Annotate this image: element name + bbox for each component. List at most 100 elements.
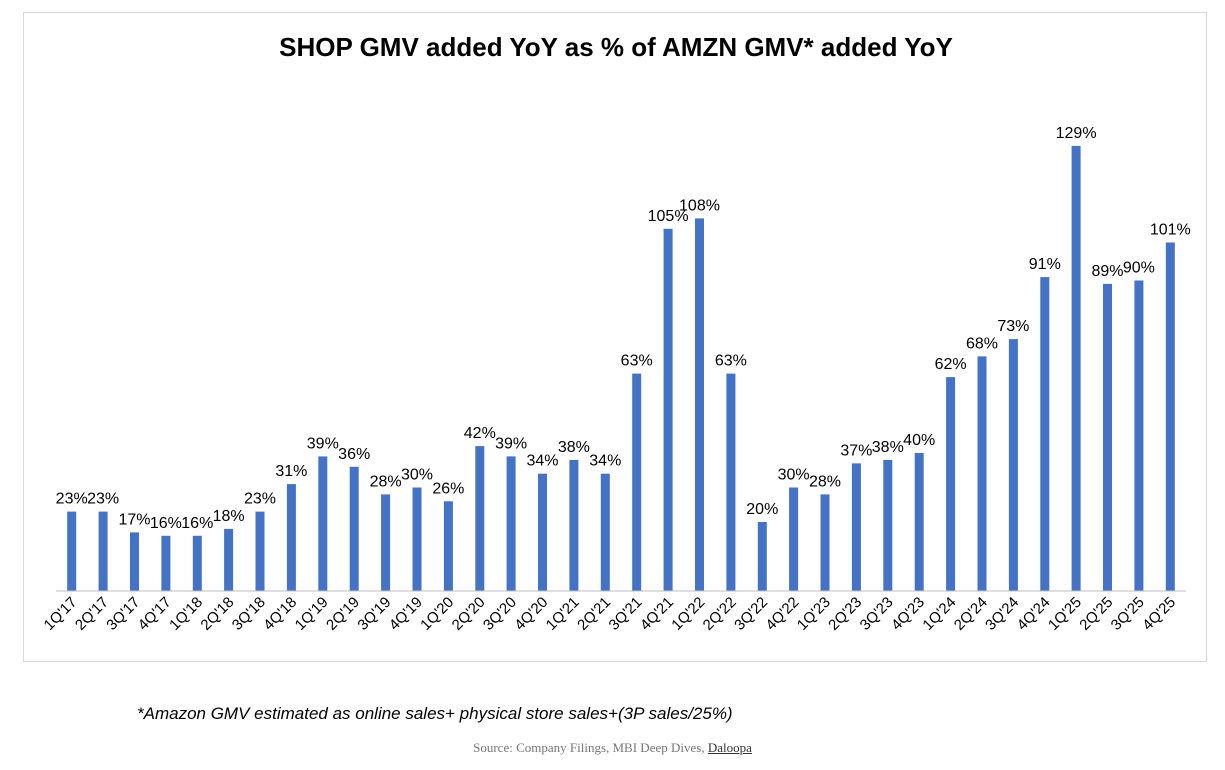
bar-1Q'19 bbox=[318, 456, 328, 591]
x-tick-1Q'21: 1Q'21 bbox=[543, 594, 583, 634]
x-tick-1Q'22: 1Q'22 bbox=[668, 594, 708, 634]
x-tick-3Q'24: 3Q'24 bbox=[982, 594, 1022, 634]
x-tick-4Q'22: 4Q'22 bbox=[762, 594, 802, 634]
data-label-2Q'18: 18% bbox=[213, 508, 245, 525]
bar-3Q'24 bbox=[1008, 339, 1018, 591]
data-label-3Q'17: 17% bbox=[118, 511, 150, 528]
x-tick-2Q'21: 2Q'21 bbox=[574, 594, 614, 634]
bar-4Q'17 bbox=[161, 535, 171, 591]
data-label-4Q'17: 16% bbox=[150, 515, 182, 532]
x-tick-2Q'24: 2Q'24 bbox=[951, 594, 991, 634]
bar-4Q'21 bbox=[663, 228, 673, 592]
x-tick-4Q'18: 4Q'18 bbox=[260, 594, 300, 634]
bar-3Q'25 bbox=[1134, 280, 1144, 591]
data-label-1Q'25: 129% bbox=[1056, 125, 1097, 142]
data-label-2Q'22: 63% bbox=[715, 353, 747, 370]
x-tick-3Q'19: 3Q'19 bbox=[354, 594, 394, 634]
data-label-1Q'22: 108% bbox=[679, 197, 720, 214]
x-tick-4Q'17: 4Q'17 bbox=[135, 594, 175, 634]
x-axis-tick-labels: 1Q'172Q'173Q'174Q'171Q'182Q'183Q'184Q'18… bbox=[41, 594, 1180, 634]
x-tick-3Q'18: 3Q'18 bbox=[229, 594, 269, 634]
x-tick-2Q'20: 2Q'20 bbox=[449, 594, 489, 634]
data-label-4Q'21: 105% bbox=[648, 208, 689, 225]
x-tick-2Q'18: 2Q'18 bbox=[197, 594, 237, 634]
bar-4Q'24 bbox=[1040, 277, 1050, 591]
bar-1Q'24 bbox=[946, 377, 956, 591]
daloopa-link[interactable]: Daloopa bbox=[707, 740, 752, 755]
data-label-3Q'25: 90% bbox=[1123, 260, 1155, 277]
bar-3Q'21 bbox=[632, 373, 642, 591]
bar-2Q'17 bbox=[98, 511, 108, 591]
x-tick-1Q'20: 1Q'20 bbox=[417, 594, 457, 634]
data-label-3Q'21: 63% bbox=[621, 353, 653, 370]
bar-4Q'25 bbox=[1165, 242, 1175, 591]
bar-2Q'24 bbox=[977, 356, 987, 591]
bar-3Q'22 bbox=[757, 522, 767, 591]
data-label-3Q'23: 38% bbox=[872, 439, 904, 456]
data-label-1Q'20: 26% bbox=[432, 480, 464, 497]
x-tick-3Q'17: 3Q'17 bbox=[103, 594, 143, 634]
x-tick-1Q'17: 1Q'17 bbox=[41, 594, 81, 634]
bar-1Q'22 bbox=[695, 218, 704, 591]
bar-4Q'18 bbox=[286, 484, 296, 592]
data-label-2Q'17: 23% bbox=[87, 491, 119, 508]
x-tick-1Q'24: 1Q'24 bbox=[919, 594, 959, 634]
data-label-3Q'22: 20% bbox=[746, 501, 778, 518]
chart-title: SHOP GMV added YoY as % of AMZN GMV* add… bbox=[279, 32, 953, 62]
bar-3Q'17 bbox=[130, 532, 139, 592]
data-label-4Q'18: 31% bbox=[275, 463, 307, 480]
data-label-1Q'18: 16% bbox=[181, 515, 213, 532]
bar-4Q'20 bbox=[538, 473, 547, 591]
bar-1Q'17 bbox=[67, 511, 77, 591]
bar-4Q'22 bbox=[789, 487, 799, 591]
x-tick-4Q'23: 4Q'23 bbox=[888, 594, 928, 634]
chart-frame: SHOP GMV added YoY as % of AMZN GMV* add… bbox=[23, 12, 1207, 662]
x-tick-2Q'19: 2Q'19 bbox=[323, 594, 363, 634]
data-label-2Q'20: 42% bbox=[464, 425, 496, 442]
bar-2Q'23 bbox=[851, 463, 861, 592]
bar-1Q'20 bbox=[443, 501, 453, 591]
bar-4Q'23 bbox=[914, 453, 924, 591]
x-tick-2Q'22: 2Q'22 bbox=[700, 594, 740, 634]
source-text: Source: Company Filings, MBI Deep Dives, bbox=[473, 740, 708, 755]
bar-series bbox=[67, 145, 1175, 592]
x-tick-4Q'24: 4Q'24 bbox=[1014, 594, 1054, 634]
x-tick-4Q'25: 4Q'25 bbox=[1139, 594, 1179, 634]
bar-1Q'23 bbox=[820, 494, 830, 591]
x-tick-3Q'25: 3Q'25 bbox=[1108, 594, 1148, 634]
bar-2Q'18 bbox=[224, 528, 234, 591]
x-tick-4Q'21: 4Q'21 bbox=[637, 594, 677, 634]
bar-1Q'18 bbox=[192, 535, 202, 591]
data-label-1Q'21: 38% bbox=[558, 439, 590, 456]
bar-2Q'25 bbox=[1103, 283, 1112, 591]
x-tick-3Q'22: 3Q'22 bbox=[731, 594, 771, 634]
data-label-4Q'22: 30% bbox=[778, 467, 810, 484]
x-tick-2Q'17: 2Q'17 bbox=[72, 594, 112, 634]
data-label-4Q'19: 30% bbox=[401, 467, 433, 484]
x-tick-1Q'23: 1Q'23 bbox=[794, 594, 834, 634]
data-label-3Q'24: 73% bbox=[997, 318, 1029, 335]
data-label-2Q'25: 89% bbox=[1091, 263, 1123, 280]
x-tick-3Q'23: 3Q'23 bbox=[857, 594, 897, 634]
data-label-1Q'23: 28% bbox=[809, 473, 841, 490]
bar-1Q'25 bbox=[1071, 145, 1081, 591]
x-tick-2Q'23: 2Q'23 bbox=[825, 594, 865, 634]
bar-3Q'23 bbox=[883, 459, 893, 591]
data-label-2Q'24: 68% bbox=[966, 335, 998, 352]
bar-3Q'18 bbox=[255, 511, 265, 591]
data-label-1Q'19: 39% bbox=[307, 435, 339, 452]
bar-2Q'20 bbox=[475, 446, 485, 591]
data-labels: 23% 23%17% 16% 16% 18%23%31%39%36%28% 30%26%4… bbox=[56, 125, 1191, 532]
bar-2Q'21 bbox=[600, 473, 610, 591]
bar-1Q'21 bbox=[569, 459, 579, 591]
x-tick-2Q'25: 2Q'25 bbox=[1076, 594, 1116, 634]
x-tick-4Q'20: 4Q'20 bbox=[511, 594, 551, 634]
x-tick-3Q'20: 3Q'20 bbox=[480, 594, 520, 634]
bar-3Q'19 bbox=[381, 494, 391, 591]
x-tick-1Q'25: 1Q'25 bbox=[1045, 594, 1085, 634]
data-label-4Q'20: 34% bbox=[526, 453, 558, 470]
x-tick-1Q'19: 1Q'19 bbox=[292, 594, 332, 634]
bar-3Q'20 bbox=[506, 456, 516, 591]
data-label-4Q'23: 40% bbox=[903, 432, 935, 449]
data-label-4Q'25: 101% bbox=[1150, 222, 1191, 239]
